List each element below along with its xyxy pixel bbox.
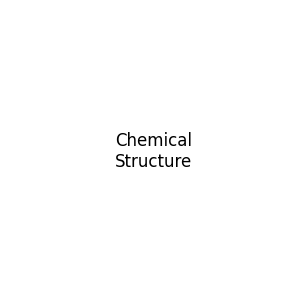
Text: Chemical
Structure: Chemical Structure <box>115 132 192 171</box>
